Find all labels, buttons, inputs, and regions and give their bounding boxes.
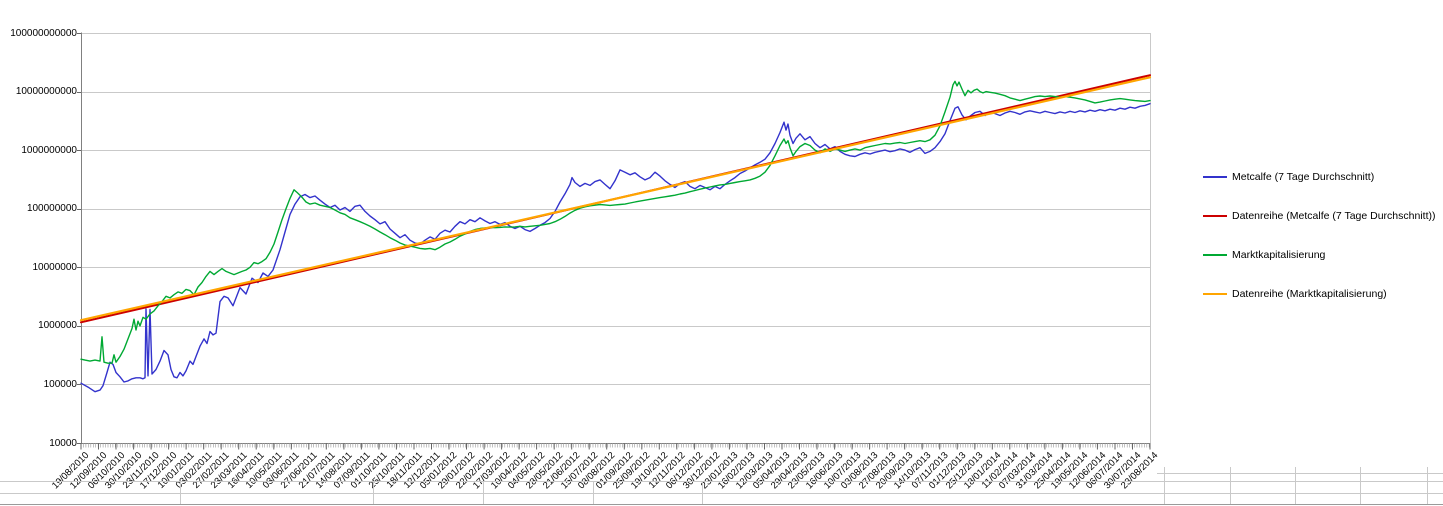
y-axis-label: 10000 [49, 437, 77, 449]
sheet-column-border [702, 481, 703, 504]
y-axis-label: 1000000 [38, 320, 77, 332]
legend-line-swatch-yellow [1203, 292, 1227, 295]
sheet-row-border [0, 493, 1443, 494]
y-axis-label: 100000 [43, 378, 77, 390]
chart-object[interactable]: 100000000000 10000000000 1000000000 1000000… [0, 0, 1443, 492]
sheet-column-border [1164, 467, 1165, 504]
series-line-00a933 [80, 80, 1151, 364]
legend-item-trend-marktkapitalisierung[interactable]: Datenreihe (Marktkapitalisierung) [1203, 274, 1438, 313]
sheet-row-border [0, 481, 1443, 482]
sheet-column-border [1230, 467, 1231, 504]
series-line-3333cc [80, 102, 1151, 393]
legend-label: Datenreihe (Marktkapitalisierung) [1232, 287, 1387, 300]
sheet-column-border [180, 481, 181, 504]
legend-item-metcalfe[interactable]: Metcalfe (7 Tage Durchschnitt) [1203, 157, 1438, 196]
sheet-column-border [1427, 467, 1428, 504]
legend-item-trend-metcalfe[interactable]: Datenreihe (Metcalfe (7 Tage Durchschnit… [1203, 196, 1438, 235]
sheet-row-border [1157, 473, 1443, 474]
y-axis-label: 10000000 [32, 261, 78, 273]
x-axis-major-ticks [80, 443, 1151, 450]
legend-label: Marktkapitalisierung [1232, 248, 1326, 261]
sheet-row-border [0, 504, 1443, 505]
y-axis-label: 100000000 [26, 203, 77, 215]
sheet-column-border [1295, 467, 1296, 504]
sheet-column-border [593, 481, 594, 504]
legend-line-swatch-red [1203, 214, 1227, 217]
y-axis-label: 1000000000 [21, 144, 77, 156]
series-line-trend-ffa500 [79, 76, 1152, 322]
y-axis-ticks [77, 33, 81, 444]
chart-legend: Metcalfe (7 Tage Durchschnitt) Datenreih… [1203, 157, 1438, 313]
y-axis-label: 10000000000 [15, 86, 77, 98]
legend-label: Metcalfe (7 Tage Durchschnitt) [1232, 170, 1375, 183]
y-axis-label: 100000000000 [10, 27, 77, 39]
legend-line-swatch-green [1203, 253, 1227, 256]
sheet-column-border [1360, 467, 1361, 504]
legend-item-marktkapitalisierung[interactable]: Marktkapitalisierung [1203, 235, 1438, 274]
legend-line-swatch-blue [1203, 175, 1227, 178]
sheet-column-border [483, 481, 484, 504]
sheet-column-border [373, 481, 374, 504]
legend-label: Datenreihe (Metcalfe (7 Tage Durchschnit… [1232, 209, 1436, 222]
